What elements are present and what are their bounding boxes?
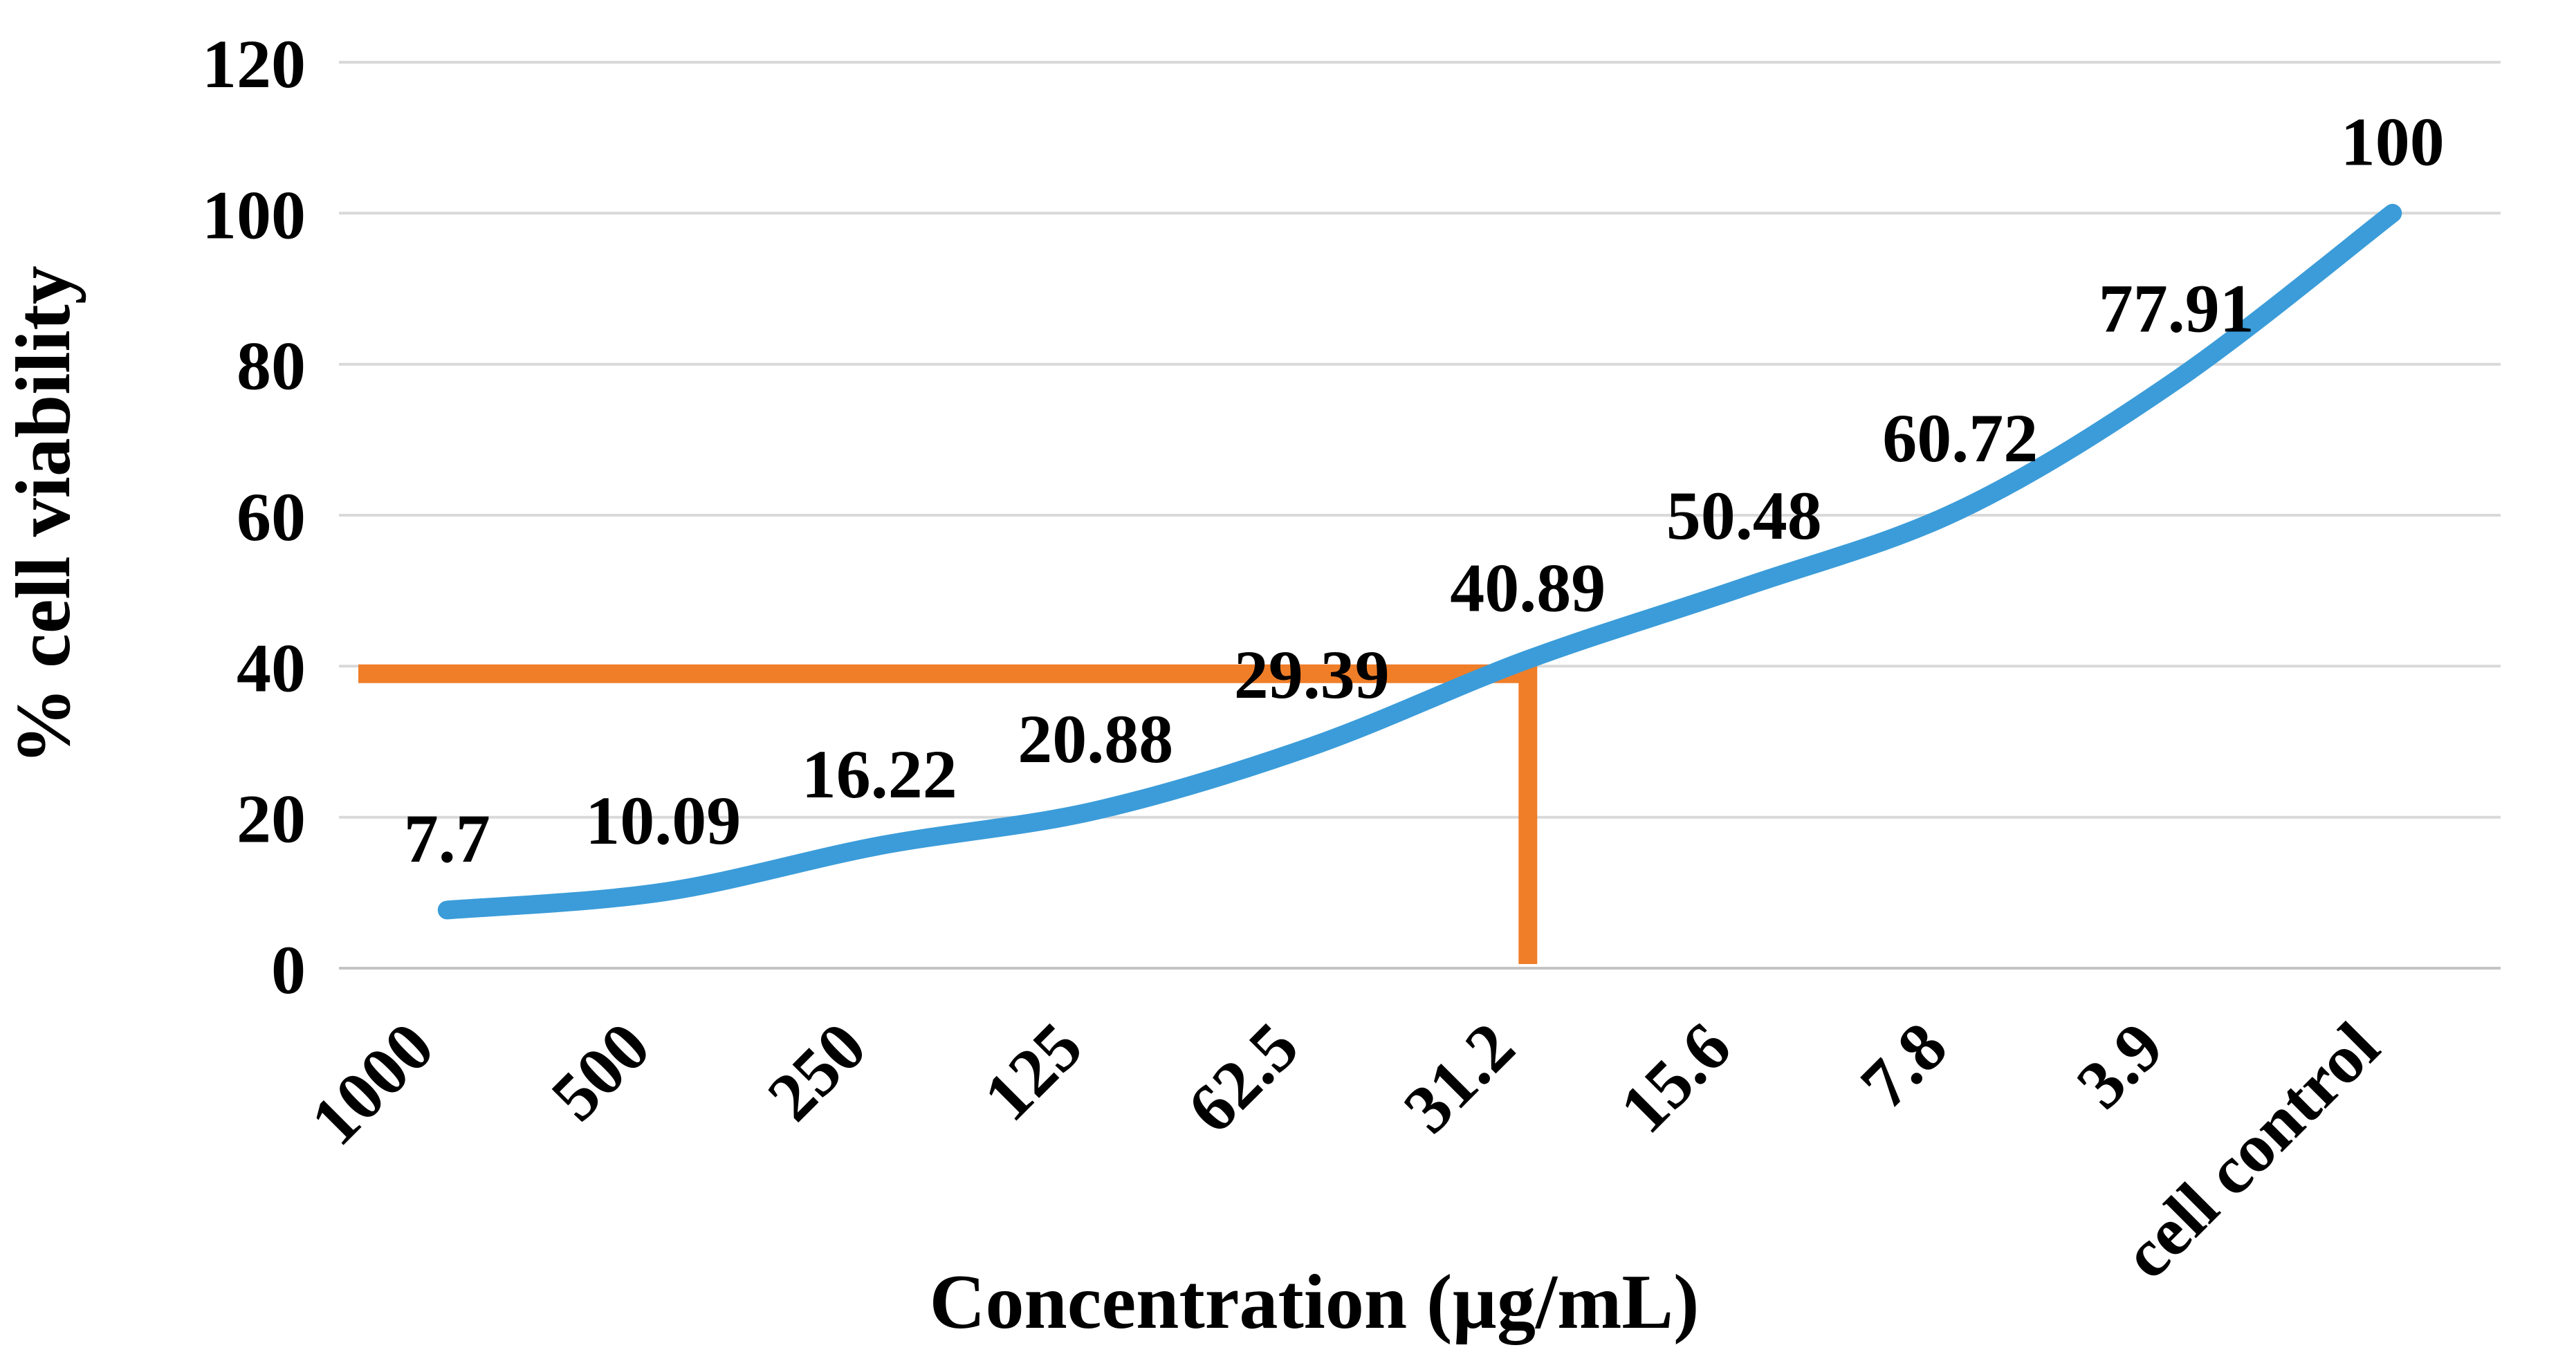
point-data-label: 100 <box>2341 103 2445 180</box>
data-labels: 7.7 10.09 16.22 20.88 29.39 40.89 50.48 60.72 77… <box>404 103 2445 877</box>
y-tick-label: 40 <box>237 629 306 706</box>
series-line <box>437 203 2402 920</box>
point-data-label: 16.22 <box>802 736 957 813</box>
point-data-label: 29.39 <box>1234 636 1390 713</box>
point-data-label: 50.48 <box>1666 477 1822 554</box>
viability-line <box>437 203 2402 920</box>
crosshair-lines <box>358 664 1538 964</box>
x-tick-label: 62.5 <box>1173 1008 1313 1147</box>
x-tick-label: 15.6 <box>1606 1008 1745 1147</box>
point-data-label: 77.91 <box>2099 270 2254 347</box>
y-tick-label: 0 <box>271 932 306 1008</box>
point-data-label: 7.7 <box>404 800 490 877</box>
x-tick-label: 125 <box>969 1008 1097 1136</box>
x-tick-label: 250 <box>753 1008 881 1136</box>
point-data-label: 10.09 <box>585 782 741 859</box>
y-tick-label: 80 <box>237 328 306 405</box>
x-tick-label: 3.9 <box>2062 1008 2178 1123</box>
x-tick-label: 1000 <box>296 1008 448 1160</box>
x-tick-label: 500 <box>537 1008 665 1136</box>
x-tick-label: 7.8 <box>1846 1008 1961 1123</box>
y-tick-label: 120 <box>202 26 306 102</box>
x-axis-title: Concentration (µg/mL) <box>930 1259 1700 1345</box>
x-tick-label: 31.2 <box>1389 1008 1529 1147</box>
point-data-label: 20.88 <box>1018 701 1173 777</box>
point-data-label: 60.72 <box>1882 400 2038 476</box>
y-axis-title: % cell viability <box>1 266 86 765</box>
y-tick-label: 60 <box>237 479 306 555</box>
y-tick-labels: 0 20 40 60 80 100 120 <box>202 26 306 1008</box>
crosshair-annotation <box>358 664 1538 964</box>
y-tick-label: 100 <box>202 176 306 253</box>
point-data-label: 40.89 <box>1450 550 1606 627</box>
y-tick-label: 20 <box>237 781 306 858</box>
